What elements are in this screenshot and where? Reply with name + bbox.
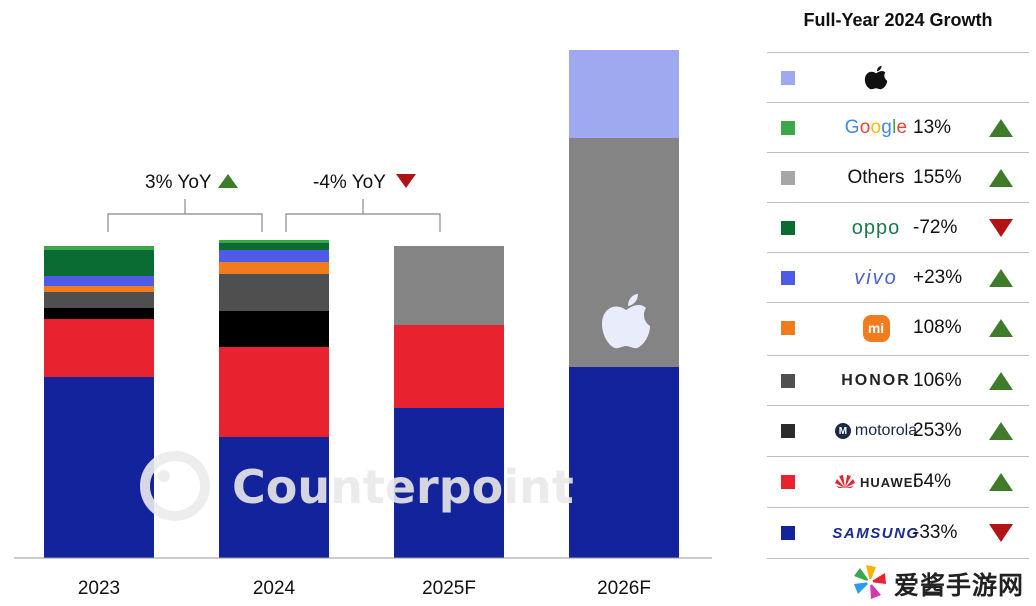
growth-pct: +23% xyxy=(913,267,963,288)
motorola-wordmark: motorola xyxy=(854,422,918,439)
bar-stacks xyxy=(44,50,679,558)
honor-logo: HONOR xyxy=(841,372,911,389)
legend-row-honor: HONOR 106% xyxy=(767,355,1029,406)
bar-segment-motorola-2024 xyxy=(219,311,329,347)
bar-segment-samsung-2023 xyxy=(44,377,154,558)
bar-segment-google-2024 xyxy=(219,240,329,243)
down-triangle-icon xyxy=(396,174,416,188)
bar-segment-huawei-2023 xyxy=(44,319,154,377)
legend-row-samsung: SAMSUNG -33% xyxy=(767,507,1029,559)
up-triangle-icon xyxy=(989,169,1013,187)
up-triangle-icon xyxy=(989,473,1013,491)
mi-mark: mi xyxy=(862,314,890,342)
brand-label: Others xyxy=(847,167,905,188)
pinwheel-icon xyxy=(854,565,886,599)
motorola-m-icon: M xyxy=(834,423,851,439)
bar-segment-motorola-2023 xyxy=(44,308,154,319)
legend-row-apple xyxy=(767,52,1029,103)
huawei-petal-icon xyxy=(835,475,855,488)
up-triangle-icon xyxy=(218,174,238,188)
legend-title: Full-Year 2024 Growth xyxy=(803,10,993,30)
up-triangle-icon xyxy=(989,269,1013,287)
legend-row-vivo: vivo +23% xyxy=(767,252,1029,303)
bar-segment-vivo-2023 xyxy=(44,276,154,286)
growth-pct: -33% xyxy=(913,522,958,543)
legend-row-xiaomi: mi 108% xyxy=(767,302,1029,353)
apple-icon xyxy=(813,53,939,103)
swatch xyxy=(781,424,795,438)
growth-pct: 155% xyxy=(913,167,962,188)
growth-pct: 106% xyxy=(913,370,962,391)
up-triangle-icon xyxy=(989,422,1013,440)
swatch xyxy=(781,475,795,489)
chart: 2023 2024 2025F 2026F Counterpoint 3% YoY -… xyxy=(14,50,712,599)
oppo-logo: oppo xyxy=(851,216,901,239)
bar-segment-honor-2024 xyxy=(219,274,329,311)
site-logo: 爱酱手游网 xyxy=(846,562,1032,602)
bar-segment-oppo-2023 xyxy=(44,250,154,276)
bar-segment-huawei-2024 xyxy=(219,347,329,437)
swatch xyxy=(781,71,795,85)
legend-row-others: Others 155% xyxy=(767,152,1029,203)
watermark-text: Counterpoint xyxy=(232,460,574,514)
growth-pct: 54% xyxy=(913,471,952,492)
bar-segment-google-2023 xyxy=(44,246,154,250)
up-triangle-icon xyxy=(989,119,1013,137)
legend-row-oppo: oppo -72% xyxy=(767,202,1029,253)
bar-segment-apple-2026f xyxy=(569,50,679,138)
up-triangle-icon xyxy=(989,319,1013,337)
growth-pct: -72% xyxy=(913,217,958,238)
xiaomi-logo: mi xyxy=(813,303,939,353)
x-tick-label: 2026F xyxy=(597,578,651,599)
yoy-bracket-2023-2024: 3% YoY xyxy=(107,172,263,232)
yoy-bracket-2024-2025: -4% YoY xyxy=(285,172,441,232)
vivo-logo: vivo xyxy=(854,266,898,289)
swatch xyxy=(781,526,795,540)
bar-segment-huawei-2025f xyxy=(394,325,504,408)
bar-segment-samsung-2026f xyxy=(569,367,679,558)
growth-pct: 253% xyxy=(913,420,962,441)
swatch xyxy=(781,271,795,285)
swatch xyxy=(781,321,795,335)
huawei-wordmark: HUAWEI xyxy=(860,474,918,490)
samsung-logo: SAMSUNG xyxy=(832,524,920,542)
down-triangle-icon xyxy=(989,524,1013,542)
bar-segment-honor-2023 xyxy=(44,292,154,308)
site-logo-text: 爱酱手游网 xyxy=(894,572,1025,600)
x-tick-label: 2024 xyxy=(253,578,296,599)
apple-icon xyxy=(602,294,650,349)
swatch xyxy=(781,121,795,135)
bar-segment-mi-2023 xyxy=(44,286,154,292)
bar-segment-samsung-2024 xyxy=(219,437,329,558)
swatch xyxy=(781,374,795,388)
growth-pct: 108% xyxy=(913,317,962,338)
bar-segment-mi-2024 xyxy=(219,262,329,274)
yoy-label: -4% YoY xyxy=(313,172,386,193)
down-triangle-icon xyxy=(989,219,1013,237)
growth-pct: 13% xyxy=(913,117,952,138)
legend-row-huawei: HUAWEI 54% xyxy=(767,456,1029,507)
bar-segment-others-2025f xyxy=(394,246,504,325)
bar-segment-vivo-2024 xyxy=(219,250,329,262)
huawei-logo: HUAWEI xyxy=(813,457,939,507)
x-tick-label: 2025F xyxy=(422,578,476,599)
x-tick-label: 2023 xyxy=(78,578,120,599)
swatch xyxy=(781,171,795,185)
up-triangle-icon xyxy=(989,372,1013,390)
swatch xyxy=(781,221,795,235)
x-tick-labels: 2023 2024 2025F 2026F xyxy=(78,578,651,599)
legend-row-motorola: M motorola 253% xyxy=(767,405,1029,456)
bar-segment-oppo-2024 xyxy=(219,243,329,250)
motorola-logo: M motorola xyxy=(813,406,939,456)
counterpoint-watermark: Counterpoint xyxy=(140,451,574,521)
bar-segment-samsung-2025f xyxy=(394,408,504,558)
yoy-label: 3% YoY xyxy=(145,172,212,193)
